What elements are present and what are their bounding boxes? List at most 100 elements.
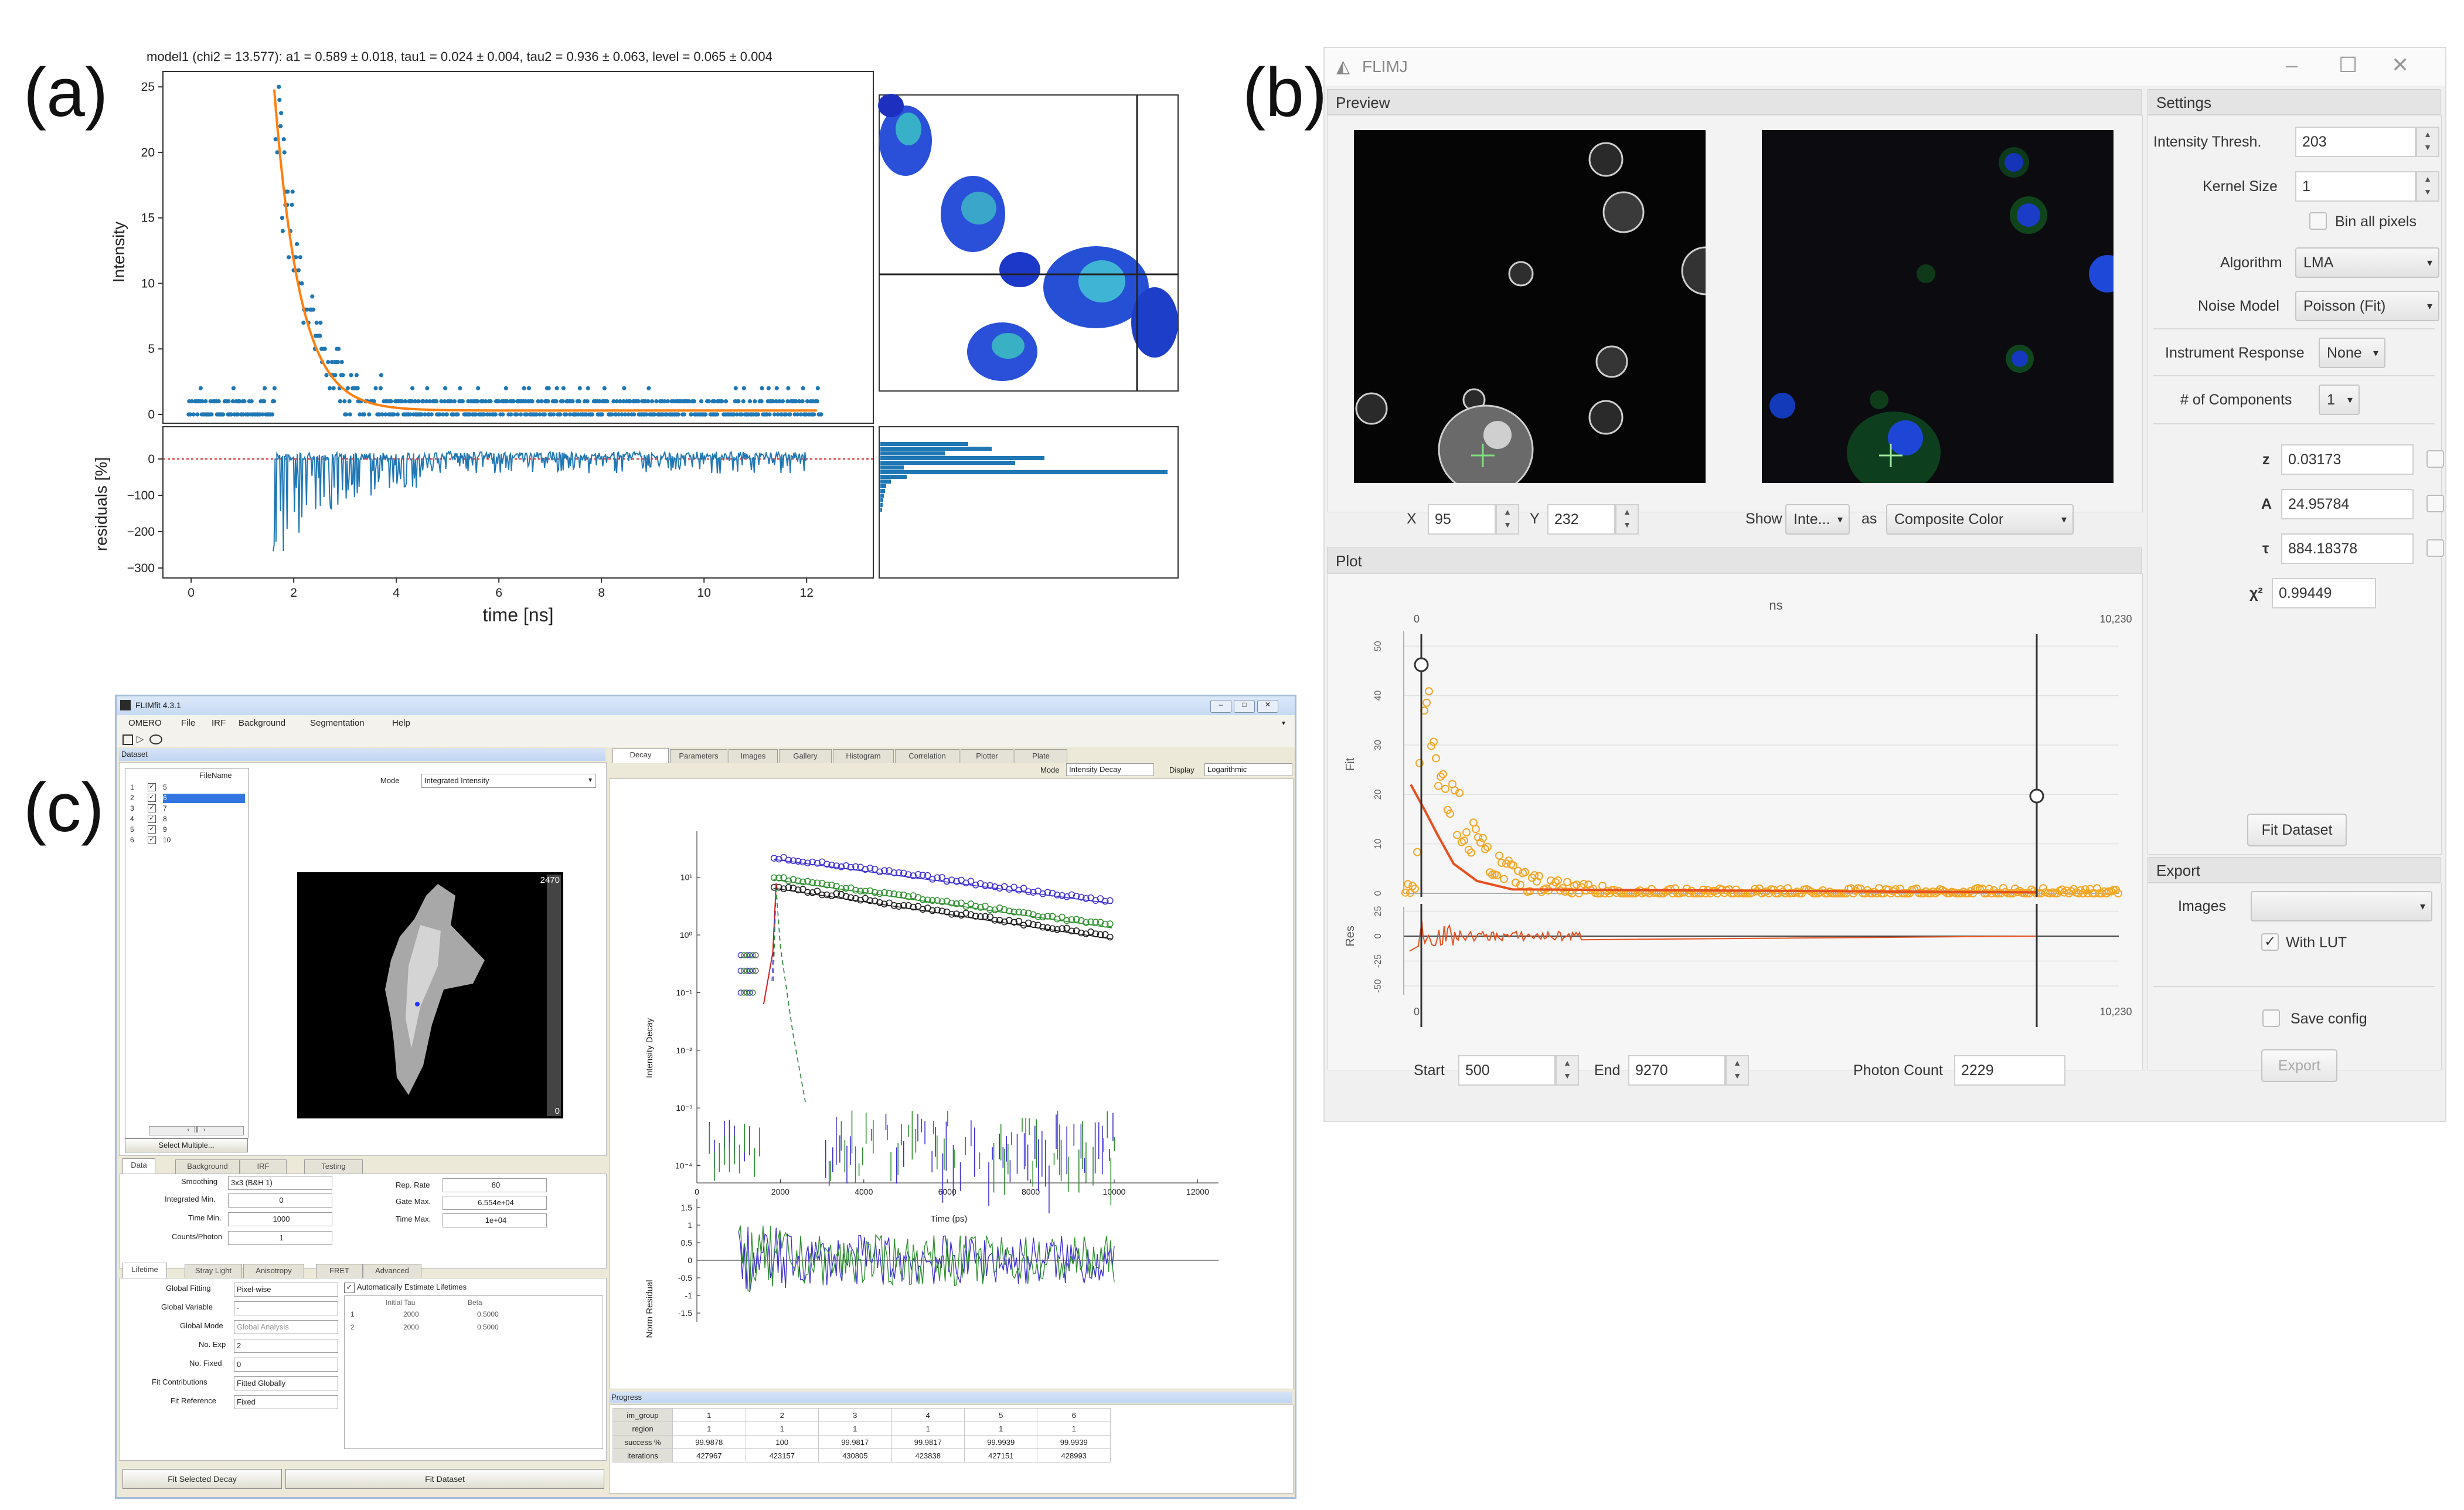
- rectangle-tool-icon[interactable]: [122, 734, 133, 745]
- tab-gallery[interactable]: Gallery: [779, 749, 832, 763]
- tau-value[interactable]: 2000: [403, 1310, 419, 1318]
- row-checkbox[interactable]: ✓: [148, 836, 156, 844]
- end-spinner[interactable]: ▲ ▼: [1726, 1055, 1749, 1086]
- tab-anisotropy[interactable]: Anisotropy: [243, 1264, 304, 1278]
- ellipse-tool-icon[interactable]: [149, 734, 162, 744]
- row-checkbox[interactable]: ✓: [148, 783, 156, 791]
- fit-reference-dropdown[interactable]: Fixed: [234, 1395, 338, 1409]
- close-icon[interactable]: ✕: [2391, 53, 2409, 77]
- tab-data[interactable]: Data: [122, 1158, 155, 1174]
- fit-contributions-dropdown[interactable]: Fitted Globally: [234, 1376, 338, 1390]
- z-param-field[interactable]: 0.03173: [2281, 444, 2414, 475]
- maximize-icon[interactable]: ☐: [2339, 53, 2358, 77]
- rep-rate-field[interactable]: 80: [443, 1178, 547, 1192]
- integrated-min-field[interactable]: 0: [228, 1193, 332, 1208]
- start-field[interactable]: 500: [1458, 1055, 1556, 1086]
- row-checkbox[interactable]: ✓: [148, 804, 156, 812]
- select-multiple-button[interactable]: Select Multiple...: [125, 1138, 248, 1152]
- polygon-tool-icon[interactable]: ▷: [137, 734, 144, 744]
- mode-dropdown[interactable]: Integrated Intensity ▼: [421, 774, 596, 788]
- fit-selected-decay-button[interactable]: Fit Selected Decay: [122, 1469, 282, 1489]
- components-dropdown[interactable]: 1 ▾: [2319, 385, 2360, 415]
- row-checkbox[interactable]: ✓: [148, 825, 156, 834]
- row-checkbox[interactable]: ✓: [148, 794, 156, 802]
- no-fixed-dropdown[interactable]: 0: [234, 1358, 338, 1372]
- horizontal-scrollbar[interactable]: ‹ ||| ›: [149, 1126, 244, 1135]
- kernel-size-field[interactable]: 1: [2295, 171, 2416, 202]
- time-max-field[interactable]: 1e+04: [443, 1213, 547, 1227]
- menu-background[interactable]: Background: [239, 718, 286, 728]
- photon-count-field[interactable]: 2229: [1954, 1055, 2065, 1086]
- file-row[interactable]: 4 ✓ 8: [125, 814, 247, 825]
- menu-segmentation[interactable]: Segmentation: [310, 718, 365, 728]
- tab-lifetime[interactable]: Lifetime: [122, 1263, 167, 1278]
- start-marker-handle[interactable]: [1414, 657, 1429, 672]
- row-checkbox[interactable]: ✓: [148, 815, 156, 823]
- noise-model-dropdown[interactable]: Poisson (Fit) ▾: [2295, 291, 2439, 321]
- tab-testing[interactable]: Testing: [304, 1159, 363, 1174]
- close-icon[interactable]: ✕: [1257, 700, 1278, 713]
- bin-all-pixels-checkbox[interactable]: [2309, 212, 2327, 230]
- y-spinner[interactable]: ▲ ▼: [1615, 504, 1639, 535]
- menu-help[interactable]: Help: [392, 718, 410, 728]
- tab-plotter[interactable]: Plotter: [961, 749, 1013, 763]
- kernel-size-spinner[interactable]: ▲ ▼: [2416, 171, 2439, 202]
- file-row[interactable]: 1 ✓ 5: [125, 783, 247, 793]
- end-field[interactable]: 9270: [1628, 1055, 1726, 1086]
- chi2-field[interactable]: 0.99449: [2272, 578, 2376, 608]
- save-config-checkbox[interactable]: [2262, 1009, 2280, 1027]
- beta-value[interactable]: 0.5000: [477, 1323, 499, 1331]
- tab-background[interactable]: Background: [175, 1159, 240, 1174]
- plot-header[interactable]: Plot: [1327, 547, 2142, 573]
- global-variable-dropdown[interactable]: -: [234, 1301, 338, 1315]
- display-dropdown[interactable]: Logarithmic: [1204, 763, 1292, 776]
- start-spinner[interactable]: ▲ ▼: [1556, 1055, 1579, 1086]
- z-fix-checkbox[interactable]: [2426, 450, 2444, 468]
- end-marker-handle[interactable]: [2029, 788, 2044, 804]
- algorithm-dropdown[interactable]: LMA ▾: [2295, 247, 2439, 278]
- smoothing-dropdown[interactable]: 3x3 (B&H 1): [228, 1176, 332, 1190]
- with-lut-checkbox[interactable]: ✓: [2261, 933, 2279, 951]
- decay-fit-plot[interactable]: ns 0 10,230 0 10 20 30 40 50 -50 -25 0 25 Fit Res…: [1336, 581, 2139, 1027]
- images-dropdown[interactable]: ▾: [2251, 891, 2432, 921]
- no-exp-dropdown[interactable]: 2: [234, 1339, 338, 1353]
- tab-stray-light[interactable]: Stray Light: [185, 1264, 242, 1278]
- fit-dataset-button[interactable]: Fit Dataset: [285, 1469, 604, 1489]
- tau-value[interactable]: 2000: [403, 1323, 419, 1331]
- intensity-preview-image[interactable]: [1354, 130, 1706, 483]
- global-fitting-dropdown[interactable]: Pixel-wise: [234, 1283, 338, 1297]
- tab-fret[interactable]: FRET: [316, 1264, 363, 1278]
- composite-preview-image[interactable]: [1762, 130, 2114, 483]
- chevron-down-icon[interactable]: ▼: [1281, 720, 1287, 727]
- tau-row[interactable]: 1 2000 0.5000: [345, 1310, 520, 1322]
- file-row[interactable]: 2 ✓ 6: [125, 793, 247, 804]
- export-button[interactable]: Export: [2261, 1049, 2337, 1082]
- time-min-field[interactable]: 1000: [228, 1212, 332, 1226]
- menu-irf[interactable]: IRF: [212, 718, 226, 728]
- counts-photon-field[interactable]: 1: [228, 1231, 332, 1245]
- intensity-image[interactable]: 2470 0: [297, 872, 563, 1118]
- a-param-field[interactable]: 24.95784: [2281, 489, 2414, 519]
- intensity-thresh-field[interactable]: 203: [2295, 127, 2416, 157]
- tab-advanced[interactable]: Advanced: [363, 1264, 421, 1278]
- a-fix-checkbox[interactable]: [2426, 495, 2444, 512]
- tau-param-field[interactable]: 884.18378: [2281, 533, 2414, 564]
- minimize-icon[interactable]: –: [1210, 700, 1231, 713]
- preview-header[interactable]: Preview: [1327, 89, 2142, 115]
- file-row[interactable]: 5 ✓ 9: [125, 825, 247, 835]
- minimize-icon[interactable]: –: [2286, 53, 2298, 77]
- x-spinner[interactable]: ▲ ▼: [1496, 504, 1519, 535]
- file-row[interactable]: 3 ✓ 7: [125, 804, 247, 814]
- settings-header[interactable]: Settings: [2148, 89, 2441, 115]
- intensity-thresh-spinner[interactable]: ▲ ▼: [2416, 127, 2439, 157]
- show-dropdown[interactable]: Inte... ▾: [1785, 504, 1850, 535]
- menu-file[interactable]: File: [181, 718, 196, 728]
- file-row[interactable]: 6 ✓ 10: [125, 835, 247, 846]
- x-coordinate-field[interactable]: 95: [1428, 504, 1496, 535]
- tab-images[interactable]: Images: [729, 749, 778, 763]
- export-header[interactable]: Export: [2148, 857, 2441, 883]
- maximize-icon[interactable]: □: [1234, 700, 1255, 713]
- instrument-response-dropdown[interactable]: None ▾: [2319, 338, 2385, 368]
- menu-omero[interactable]: OMERO: [128, 718, 162, 728]
